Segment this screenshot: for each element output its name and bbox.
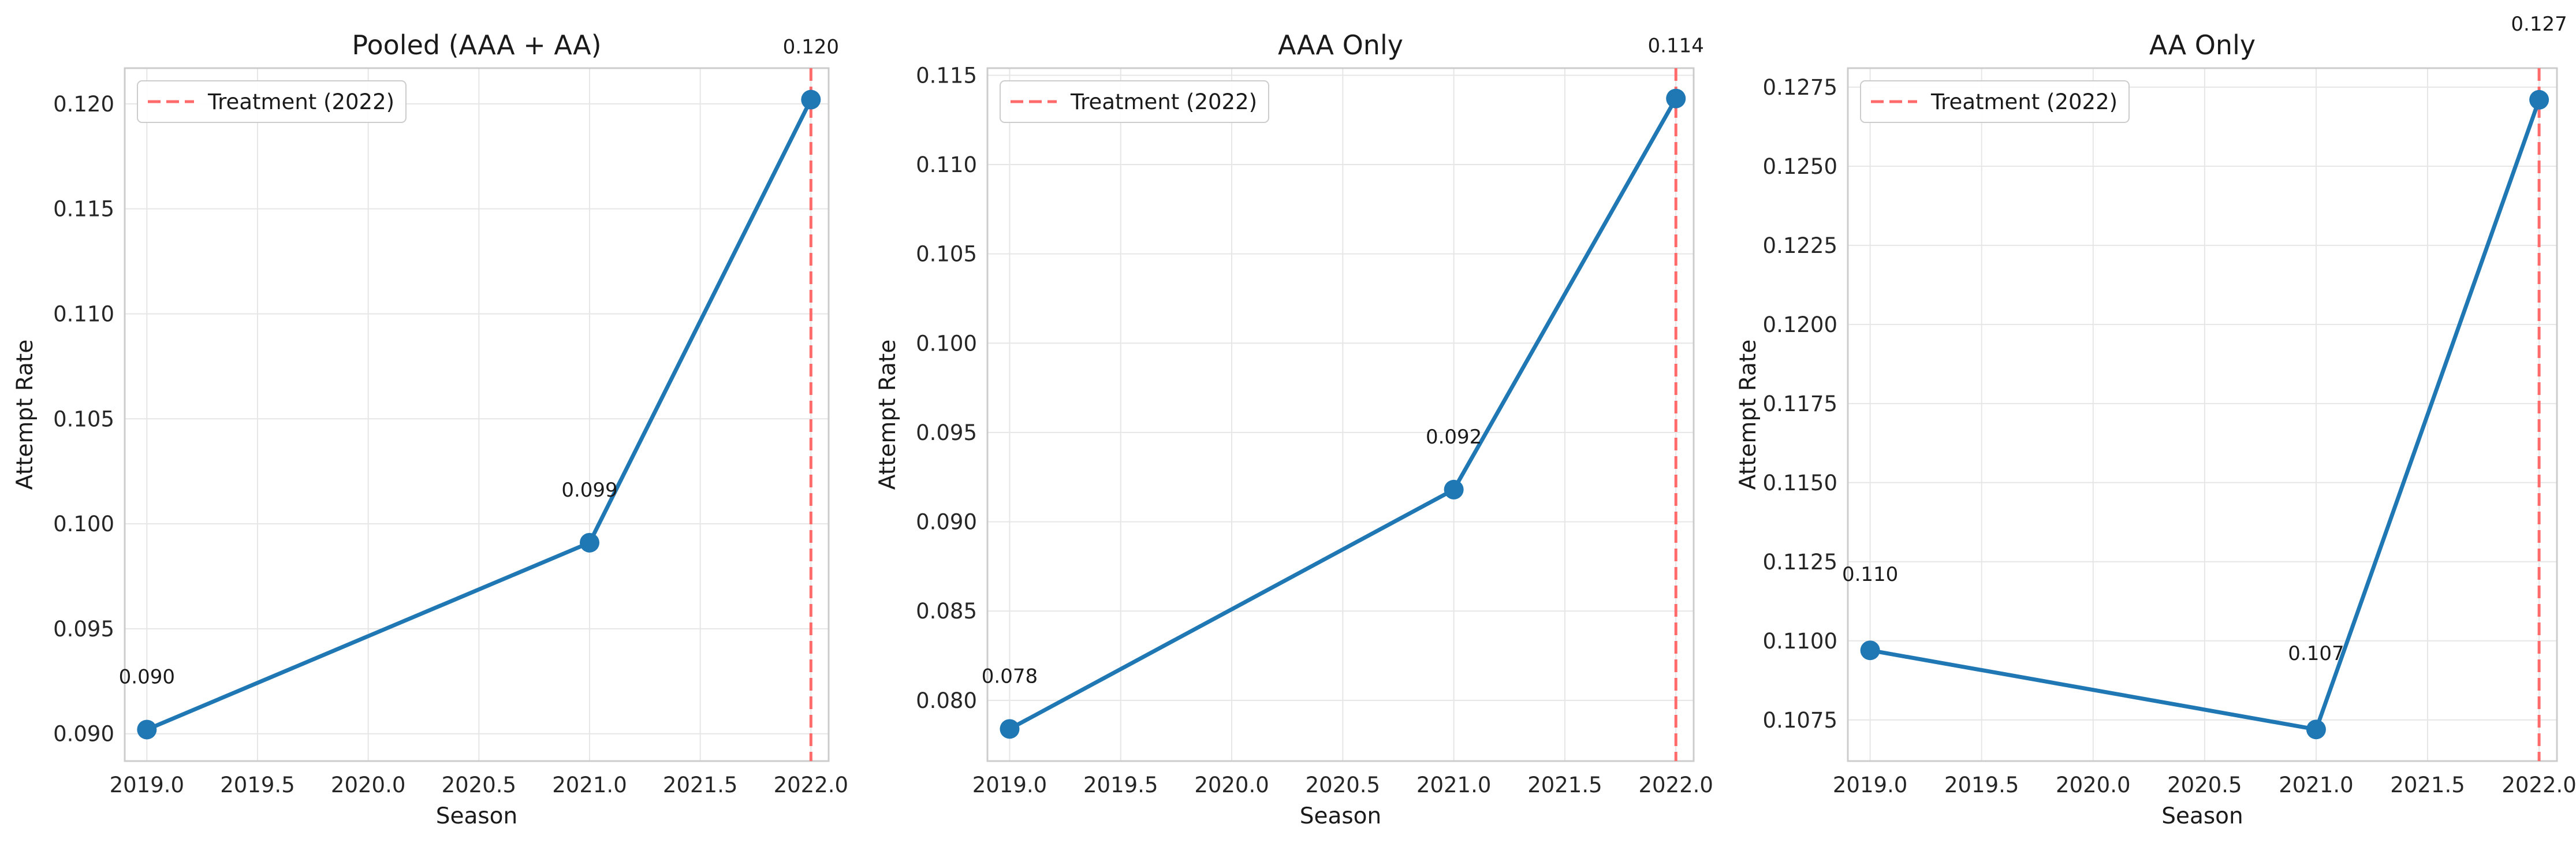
axes-frame [1847,67,2558,762]
x-axis-label: Season [1300,803,1382,829]
y-tick-label: 0.085 [916,599,977,624]
y-tick-label: 0.1125 [1763,550,1837,575]
gridlines [125,68,829,761]
data-point [1000,719,1020,739]
y-axis-label: Attempt Rate [1735,340,1761,490]
y-tick-label: 0.115 [53,197,114,222]
x-tick-label: 2022.0 [774,773,848,797]
data-point [801,90,821,110]
chart-panel-3: 2019.0 2019.5 2020.0 2020.5 2021.0 2021.5 2022… [1735,13,2576,829]
data-label: 0.127 [2511,13,2567,36]
legend: Treatment (2022) [1000,80,1269,123]
y-tick-label: 0.095 [916,420,977,445]
y-axis-label: Attempt Rate [12,340,38,490]
chart-panel-2: 2019.0 2019.5 2020.0 2020.5 2021.0 2021.5 2022… [875,29,1713,829]
chart-panel-1: 2019.0 2019.5 2020.0 2020.5 2021.0 2021.5 2022… [12,29,848,829]
x-tick-label: 2021.0 [552,773,627,797]
x-tick-label: 2021.0 [1416,773,1491,797]
x-tick-label: 2022.0 [1638,773,1713,797]
x-tick-label: 2021.5 [1527,773,1602,797]
y-tick-label: 0.115 [916,63,977,88]
data-point [1444,479,1464,499]
x-tick-label: 2019.5 [1083,773,1158,797]
legend-entry: Treatment (2022) [1930,90,2118,114]
data-label: 0.099 [561,479,617,502]
y-tick-label: 0.095 [53,617,114,642]
x-tick-label: 2021.5 [2390,773,2465,797]
x-tick-label: 2022.0 [2502,773,2576,797]
y-tick-label: 0.110 [53,301,114,326]
y-tick-label: 0.100 [916,331,977,356]
data-label: 0.107 [2288,642,2344,665]
x-tick-label: 2019.0 [1833,773,1907,797]
data-point [137,719,157,740]
chart-title: AA Only [2149,29,2256,61]
y-tick-label: 0.100 [53,512,114,536]
y-tick-label: 0.105 [53,407,114,431]
legend-box [137,80,407,123]
y-tick-label: 0.090 [916,510,977,535]
data-point [1666,88,1686,109]
data-point [1860,640,1880,661]
data-label: 0.114 [1648,35,1704,58]
y-tick-label: 0.105 [916,242,977,267]
x-tick-label: 2019.5 [1944,773,2019,797]
y-tick-label: 0.110 [916,152,977,177]
x-tick-label: 2020.0 [331,773,405,797]
data-label: 0.092 [1426,426,1482,449]
data-label: 0.120 [783,36,839,59]
x-tick-label: 2020.5 [442,773,516,797]
data-point [580,532,599,553]
legend-box [1860,80,2130,123]
y-tick-label: 0.080 [916,688,977,713]
data-point [2306,719,2326,740]
y-tick-label: 0.1200 [1763,312,1837,337]
x-tick-label: 2020.5 [2167,773,2242,797]
chart-title: AAA Only [1278,29,1403,61]
y-axis-label: Attempt Rate [875,340,901,490]
y-tick-label: 0.1150 [1763,471,1837,495]
y-tick-label: 0.1075 [1763,708,1837,733]
legend-entry: Treatment (2022) [1070,90,1257,114]
data-point [2529,90,2549,110]
chart-title: Pooled (AAA + AA) [352,29,601,61]
gridlines [1848,68,2557,761]
y-tick-label: 0.1275 [1763,75,1837,100]
data-label: 0.110 [1842,563,1898,586]
legend: Treatment (2022) [1860,80,2130,123]
y-tick-label: 0.1100 [1763,629,1837,654]
x-tick-label: 2020.5 [1306,773,1380,797]
y-tick-label: 0.1250 [1763,154,1837,179]
y-tick-label: 0.1175 [1763,392,1837,416]
x-tick-label: 2020.0 [2056,773,2130,797]
axes-frame [986,67,1695,762]
y-tick-label: 0.120 [53,92,114,117]
legend-box [1000,80,1269,123]
y-tick-label: 0.1225 [1763,233,1837,258]
x-tick-label: 2021.0 [2279,773,2353,797]
gridlines [987,68,1694,761]
axes-frame [124,67,830,762]
x-tick-label: 2019.5 [220,773,294,797]
x-tick-label: 2021.5 [663,773,737,797]
x-tick-label: 2019.0 [972,773,1047,797]
legend: Treatment (2022) [137,80,407,123]
data-label: 0.078 [982,665,1038,688]
x-tick-label: 2019.0 [110,773,184,797]
data-label: 0.090 [119,665,175,688]
x-axis-label: Season [2161,803,2243,829]
legend-entry: Treatment (2022) [207,90,394,114]
y-tick-label: 0.090 [53,722,114,747]
x-tick-label: 2020.0 [1194,773,1269,797]
x-axis-label: Season [436,803,518,829]
